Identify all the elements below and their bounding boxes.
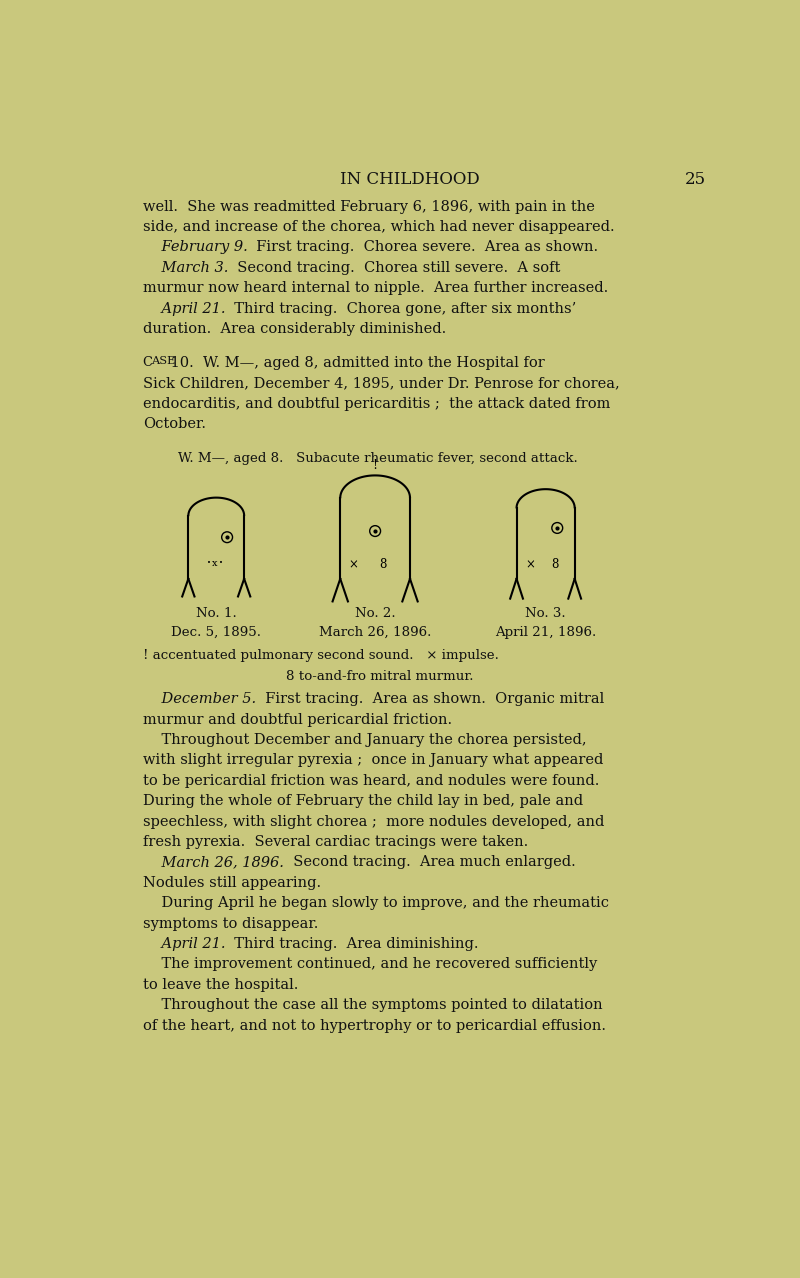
- Text: well.  She was readmitted February 6, 1896, with pain in the: well. She was readmitted February 6, 189…: [142, 199, 594, 213]
- Text: •: •: [219, 560, 223, 566]
- Text: symptoms to disappear.: symptoms to disappear.: [142, 916, 318, 930]
- Text: 25: 25: [685, 171, 706, 188]
- Text: No. 1.: No. 1.: [196, 607, 237, 620]
- Text: ​April 21.: ​April 21.: [142, 937, 225, 951]
- Text: 8: 8: [379, 558, 386, 571]
- Text: 8 to-and-fro mitral murmur.: 8 to-and-fro mitral murmur.: [286, 670, 474, 682]
- Text: of the heart, and not to hypertrophy or to pericardial effusion.: of the heart, and not to hypertrophy or …: [142, 1019, 606, 1033]
- Text: 8: 8: [551, 558, 558, 571]
- Text: murmur and doubtful pericardial friction.: murmur and doubtful pericardial friction…: [142, 713, 452, 727]
- Text: October.: October.: [142, 418, 206, 432]
- Text: ×: ×: [349, 558, 358, 571]
- Text: Third tracing.  Area diminishing.: Third tracing. Area diminishing.: [225, 937, 478, 951]
- Text: duration.  Area considerably diminished.: duration. Area considerably diminished.: [142, 322, 446, 336]
- Text: 10.  W. M—, aged 8, admitted into the Hospital for: 10. W. M—, aged 8, admitted into the Hos…: [166, 357, 545, 371]
- Text: April 21, 1896.: April 21, 1896.: [495, 626, 596, 639]
- Text: Nodules still appearing.: Nodules still appearing.: [142, 875, 321, 889]
- Text: ​February 9.: ​February 9.: [142, 240, 247, 254]
- Text: to leave the hospital.: to leave the hospital.: [142, 978, 298, 992]
- Text: Throughout December and January the chorea persisted,: Throughout December and January the chor…: [142, 734, 586, 748]
- Text: Sick Children, December 4, 1895, under Dr. Penrose for chorea,: Sick Children, December 4, 1895, under D…: [142, 377, 619, 391]
- Text: •: •: [206, 560, 210, 566]
- Text: No. 2.: No. 2.: [355, 607, 395, 620]
- Text: First tracing.  Area as shown.  Organic mitral: First tracing. Area as shown. Organic mi…: [256, 693, 604, 707]
- Text: side, and increase of the chorea, which had never disappeared.: side, and increase of the chorea, which …: [142, 220, 614, 234]
- Text: Second tracing.  Chorea still severe.  A soft: Second tracing. Chorea still severe. A s…: [228, 261, 560, 275]
- Text: endocarditis, and doubtful pericarditis ;  the attack dated from: endocarditis, and doubtful pericarditis …: [142, 397, 610, 412]
- Text: No. 3.: No. 3.: [526, 607, 566, 620]
- Text: During the whole of February the child lay in bed, pale and: During the whole of February the child l…: [142, 794, 582, 808]
- Text: ×: ×: [525, 558, 535, 571]
- Text: During April he began slowly to improve, and the rheumatic: During April he began slowly to improve,…: [142, 896, 609, 910]
- Text: x: x: [212, 558, 218, 567]
- Text: Throughout the case all the symptoms pointed to dilatation: Throughout the case all the symptoms poi…: [142, 998, 602, 1012]
- Text: Dec. 5, 1895.: Dec. 5, 1895.: [171, 626, 262, 639]
- Text: March 26, 1896.: March 26, 1896.: [319, 626, 431, 639]
- Text: First tracing.  Chorea severe.  Area as shown.: First tracing. Chorea severe. Area as sh…: [247, 240, 598, 254]
- Text: !: !: [373, 459, 378, 473]
- Text: IN CHILDHOOD: IN CHILDHOOD: [340, 171, 480, 188]
- Text: Second tracing.  Area much enlarged.: Second tracing. Area much enlarged.: [283, 855, 575, 869]
- Text: with slight irregular pyrexia ;  once in January what appeared: with slight irregular pyrexia ; once in …: [142, 754, 603, 767]
- Text: ! accentuated pulmonary second sound.   × impulse.: ! accentuated pulmonary second sound. × …: [142, 649, 498, 662]
- Text: ​December 5.: ​December 5.: [142, 693, 256, 707]
- Text: fresh pyrexia.  Several cardiac tracings were taken.: fresh pyrexia. Several cardiac tracings …: [142, 835, 528, 849]
- Text: to be pericardial friction was heard, and nodules were found.: to be pericardial friction was heard, an…: [142, 773, 599, 787]
- Text: Third tracing.  Chorea gone, after six months’: Third tracing. Chorea gone, after six mo…: [225, 302, 576, 316]
- Text: ​March 26, 1896.: ​March 26, 1896.: [142, 855, 283, 869]
- Text: W. M—, aged 8.   Subacute rheumatic fever, second attack.: W. M—, aged 8. Subacute rheumatic fever,…: [178, 451, 578, 465]
- Text: murmur now heard internal to nipple.  Area further increased.: murmur now heard internal to nipple. Are…: [142, 281, 608, 295]
- Text: ​April 21.: ​April 21.: [142, 302, 225, 316]
- Text: ​March 3.: ​March 3.: [142, 261, 228, 275]
- Text: C: C: [142, 357, 153, 369]
- Text: speechless, with slight chorea ;  more nodules developed, and: speechless, with slight chorea ; more no…: [142, 814, 604, 828]
- Text: ASE: ASE: [151, 357, 176, 367]
- Text: The improvement continued, and he recovered sufficiently: The improvement continued, and he recove…: [142, 957, 597, 971]
